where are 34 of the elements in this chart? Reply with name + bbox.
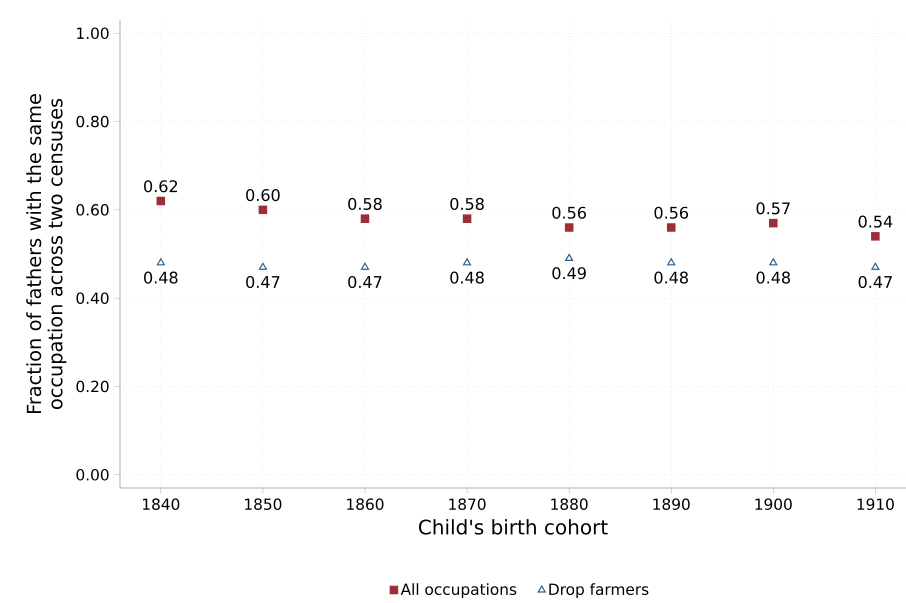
y-tick-label: 0.80 xyxy=(76,116,109,128)
data-label: 0.62 xyxy=(144,180,178,192)
data-label: 0.57 xyxy=(756,202,790,214)
data-label: 0.48 xyxy=(654,272,688,284)
data-label: 0.54 xyxy=(858,216,892,228)
data-label: 0.47 xyxy=(858,276,892,288)
x-tick-label: 1880 xyxy=(551,498,588,510)
x-tick-label: 1870 xyxy=(449,498,486,510)
x-tick-label: 1900 xyxy=(755,498,792,510)
data-label: 0.58 xyxy=(348,198,382,210)
legend-label: Drop farmers xyxy=(549,583,648,598)
x-axis-title: Child's birth cohort xyxy=(418,519,608,535)
data-label: 0.58 xyxy=(450,198,484,210)
y-axis-title: Fraction of fathers with the same occupation across two censuses xyxy=(26,94,66,414)
data-label: 0.56 xyxy=(552,206,586,219)
y-tick-label: 1.00 xyxy=(77,27,109,40)
y-tick-label: 0.60 xyxy=(76,204,109,216)
data-label: 0.56 xyxy=(654,206,688,219)
data-label: 0.49 xyxy=(552,267,586,280)
data-label: 0.60 xyxy=(246,189,280,202)
x-tick-label: 1840 xyxy=(143,498,180,510)
y-tick-label: 0.20 xyxy=(76,380,109,392)
data-label: 0.48 xyxy=(756,272,790,284)
x-tick-label: 1890 xyxy=(653,498,690,510)
x-tick-label: 1910 xyxy=(858,498,894,510)
y-tick-label: 0.40 xyxy=(76,292,109,304)
data-label: 0.47 xyxy=(246,276,280,288)
x-tick-label: 1860 xyxy=(347,498,384,510)
x-tick-label: 1850 xyxy=(245,498,282,510)
data-label: 0.47 xyxy=(348,276,382,288)
legend-label: All occupations xyxy=(400,583,516,598)
y-tick-label: 0.00 xyxy=(76,468,109,481)
data-label: 0.48 xyxy=(450,272,484,284)
data-label: 0.48 xyxy=(144,272,178,284)
